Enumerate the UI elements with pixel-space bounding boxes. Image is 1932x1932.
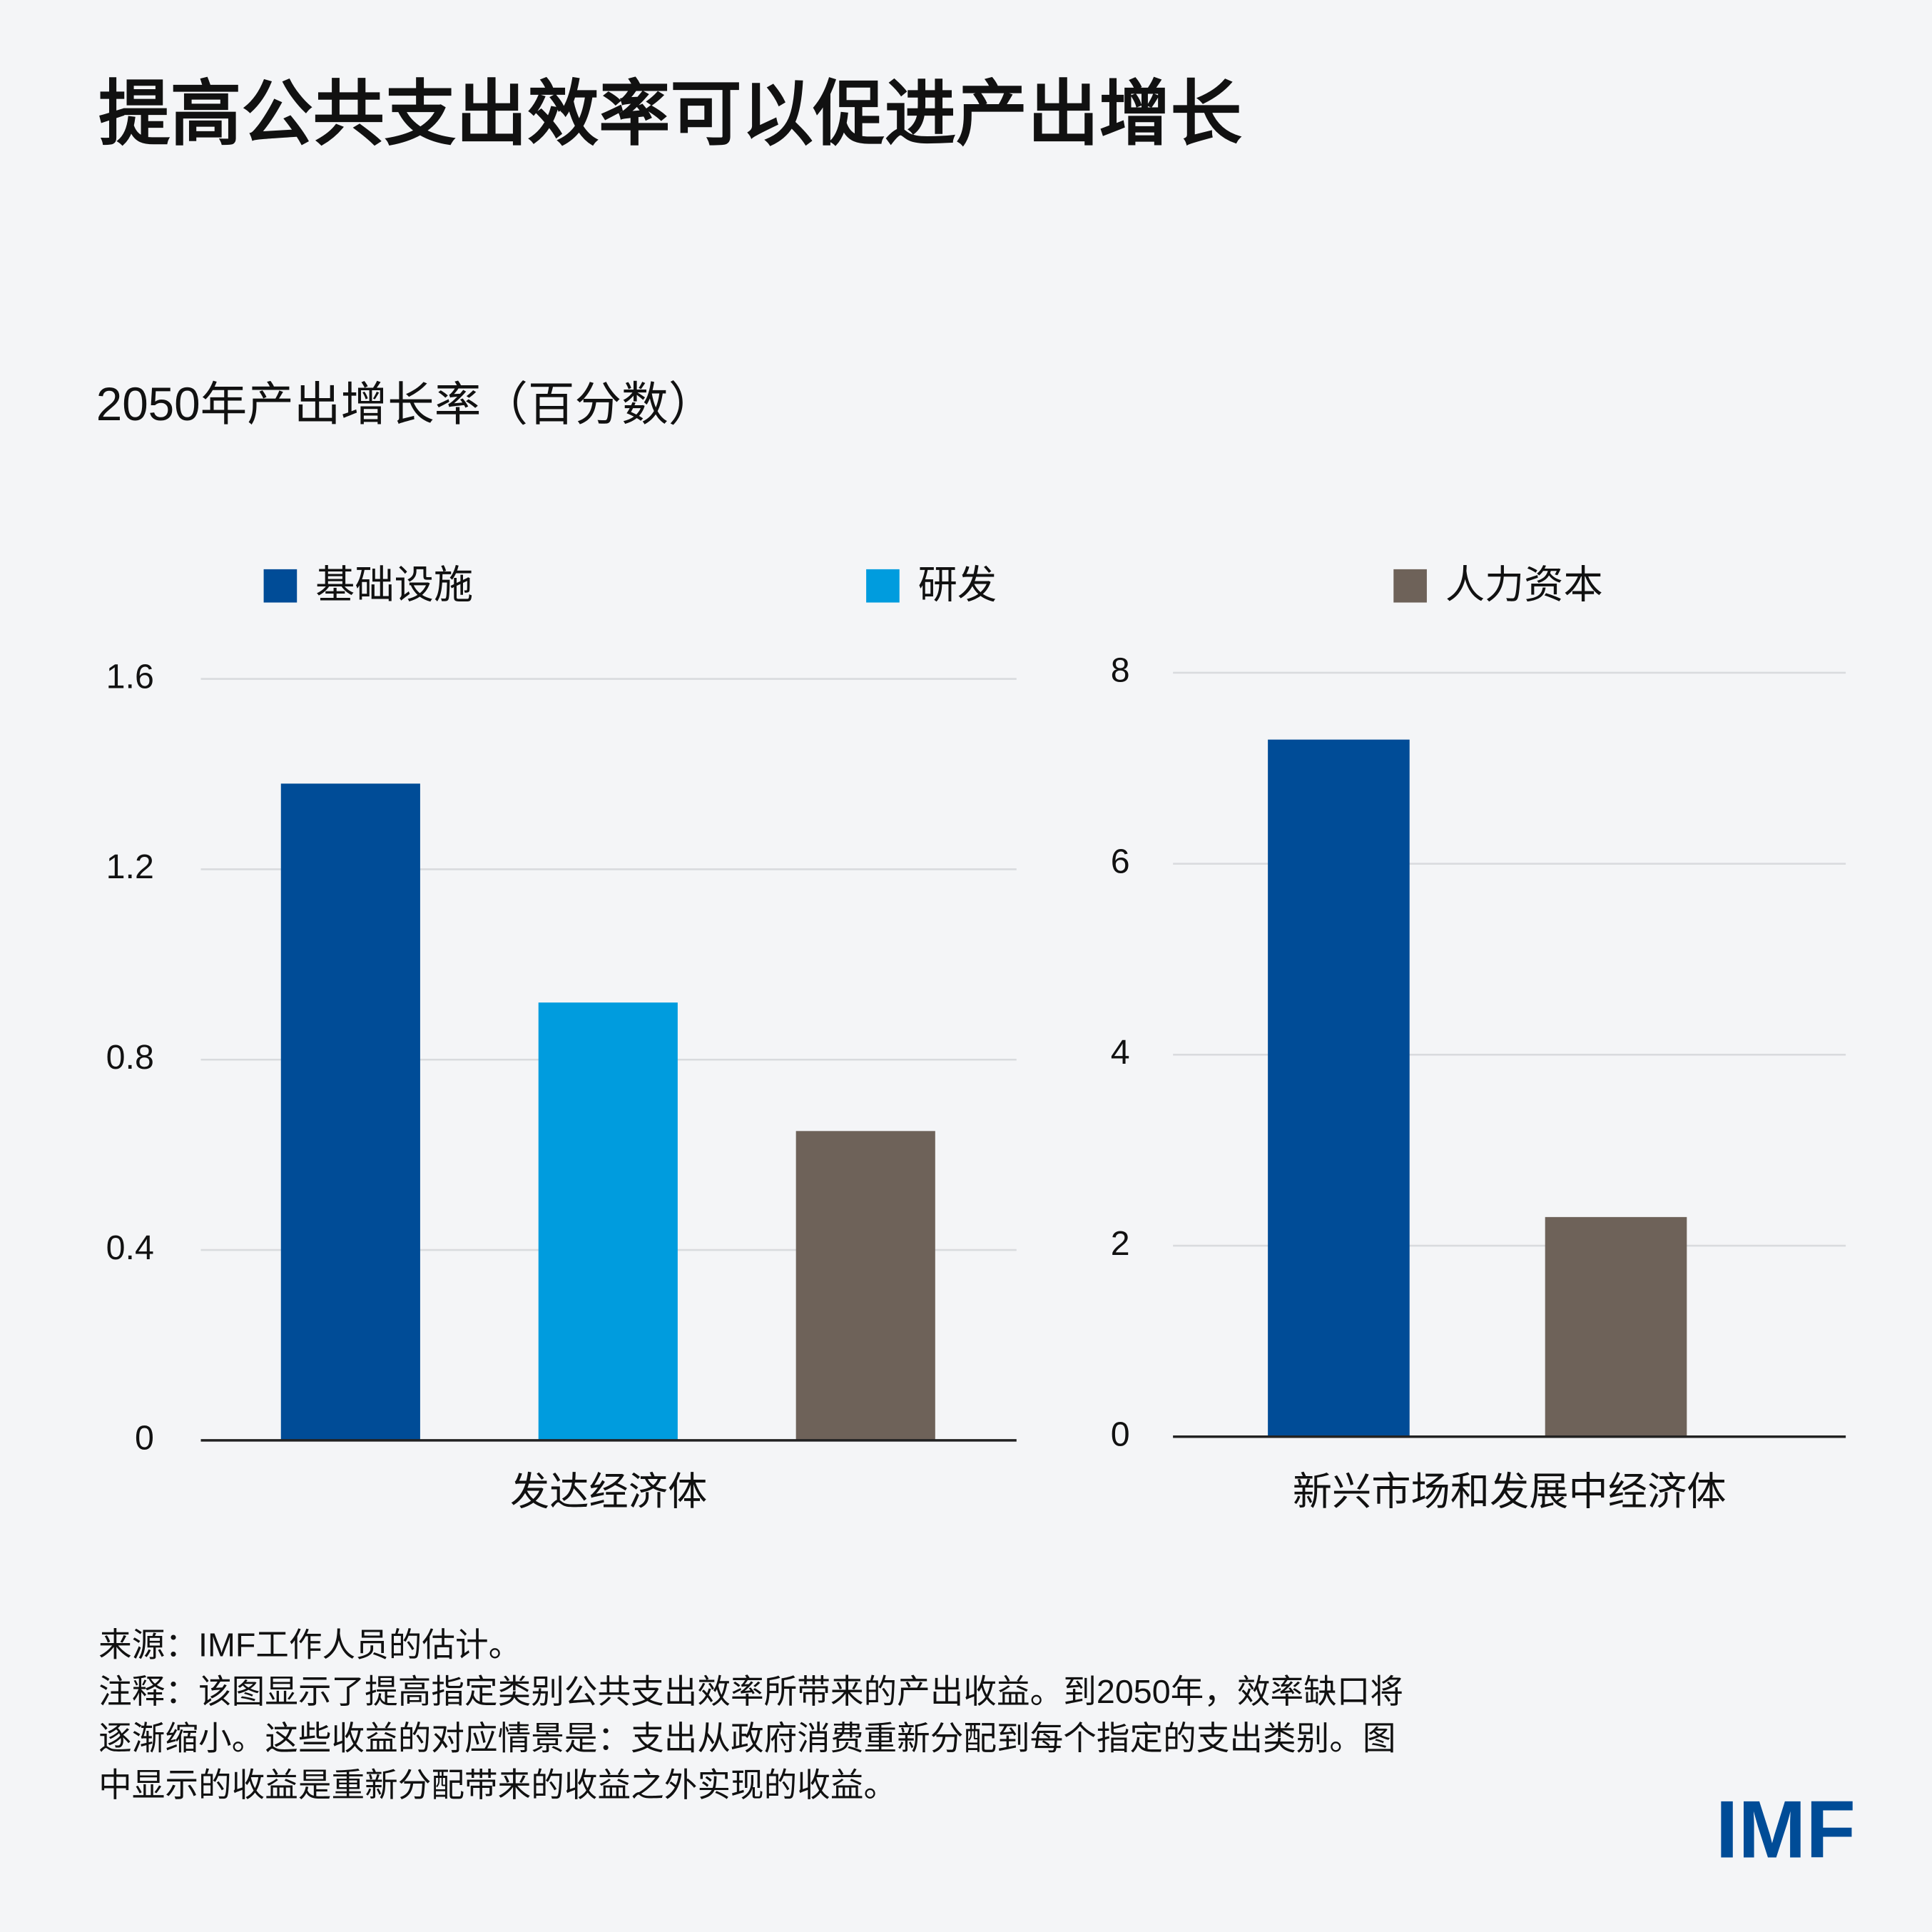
legend-swatch bbox=[866, 569, 900, 603]
source: 来源：IMF工作人员的估计。 bbox=[98, 1626, 522, 1663]
y-tick-label: 1.6 bbox=[106, 657, 154, 696]
x-tick-label: 发达经济体 bbox=[510, 1469, 707, 1513]
y-tick-label: 0 bbox=[1111, 1415, 1130, 1453]
y-tick-label: 0 bbox=[135, 1419, 154, 1458]
y-tick-label: 1.2 bbox=[106, 848, 154, 886]
bar bbox=[1545, 1216, 1687, 1437]
y-tick-label: 0.8 bbox=[106, 1038, 154, 1077]
logo: IMF bbox=[1716, 1784, 1856, 1875]
note-line: 中显示的收益是重新分配带来的收益之外实现的收益。 bbox=[98, 1766, 897, 1804]
legend-swatch bbox=[263, 569, 298, 603]
bar bbox=[795, 1131, 935, 1440]
subtitle: 2050年产出增长率（百分数） bbox=[96, 378, 716, 430]
y-tick-label: 8 bbox=[1111, 651, 1130, 690]
legend-label: 人力资本 bbox=[1445, 562, 1603, 606]
legend-label: 研发 bbox=[918, 562, 997, 606]
y-tick-label: 6 bbox=[1111, 842, 1130, 880]
y-tick-label: 4 bbox=[1111, 1033, 1130, 1072]
note-line: 逐渐缩小。这些收益的对应情景是：支出从政府消费重新分配到每个指定的支出类别。图 bbox=[98, 1720, 1395, 1757]
y-tick-label: 2 bbox=[1111, 1224, 1130, 1263]
bar bbox=[538, 1002, 678, 1440]
legend-swatch bbox=[1393, 569, 1427, 603]
bar bbox=[1268, 739, 1410, 1437]
chart-title: 提高公共支出效率可以促进产出增长 bbox=[98, 74, 1242, 154]
y-tick-label: 0.4 bbox=[106, 1229, 154, 1267]
bar bbox=[280, 783, 420, 1440]
legend-label: 基础设施 bbox=[315, 562, 473, 606]
x-tick-label: 新兴市场和发展中经济体 bbox=[1293, 1469, 1727, 1513]
note-line: 注释：该图显示了提高指定类别公共支出效率所带来的产出收益。到2050年，效率缺口… bbox=[98, 1673, 1403, 1710]
